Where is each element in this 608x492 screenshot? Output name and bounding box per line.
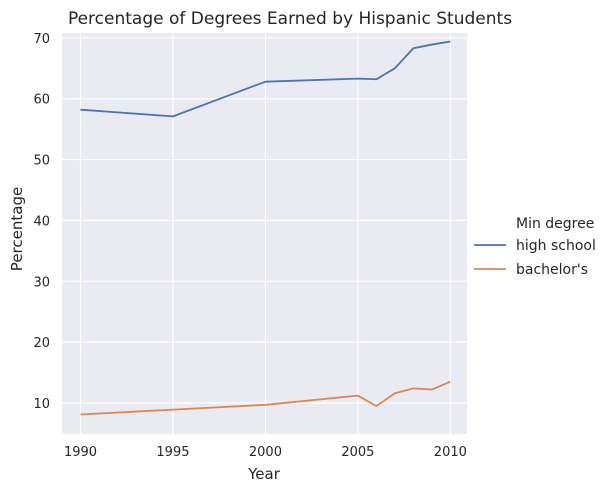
y-tick-label: 10 [33,397,50,412]
x-tick-label: 2005 [341,445,374,460]
x-tick-label: 2000 [249,445,282,460]
y-tick-label: 30 [33,275,50,290]
legend-label: high school [516,238,596,254]
y-tick-label: 60 [33,93,50,108]
x-tick-label: 1995 [156,445,189,460]
gridlines [62,33,467,434]
y-axis: 10 20 30 40 50 60 70 [33,32,50,412]
x-tick-label: 2010 [434,445,467,460]
series-high-school [80,40,451,118]
series-bachelor-s [80,380,451,416]
chart-title: Percentage of Degrees Earned by Hispanic… [68,9,512,29]
x-axis-label: Year [247,465,281,483]
plot-area [62,33,467,434]
legend-label: bachelor's [516,262,588,278]
y-tick-label: 20 [33,336,50,351]
legend: Min degree high school bachelor's [474,216,596,278]
x-axis: 1990 1995 2000 2005 2010 [64,445,467,460]
x-tick-label: 1990 [64,445,97,460]
series-layer [80,40,451,416]
y-tick-label: 50 [33,154,50,169]
y-tick-label: 40 [33,214,50,229]
legend-title: Min degree [516,216,594,232]
y-tick-label: 70 [33,32,50,47]
y-axis-label: Percentage [8,187,26,271]
